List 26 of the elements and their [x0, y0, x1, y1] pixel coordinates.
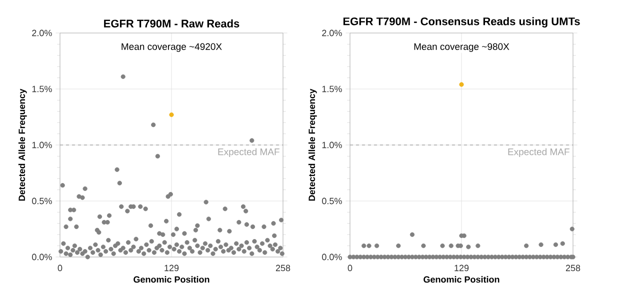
x-tick-label: 129 [454, 264, 469, 272]
annotation: Mean coverage ~4920X [122, 43, 222, 52]
ref-line-label: Expected MAF [218, 148, 280, 158]
x-axis-title: Genomic Position [134, 276, 210, 283]
x-tick-label: 258 [566, 264, 580, 272]
chart-title: EGFR T790M - Raw Reads [104, 19, 240, 28]
y-tick-label: 0.5% [32, 198, 52, 204]
y-tick-label: 0.0% [32, 254, 52, 260]
x-tick-label: 258 [276, 264, 290, 272]
y-tick-label: 2.0% [32, 30, 52, 36]
y-tick-label: 1.0% [32, 142, 52, 148]
y-tick-label: 1.5% [32, 86, 52, 92]
y-tick-label: 0.5% [322, 198, 342, 204]
x-tick-label: 0 [348, 264, 352, 272]
x-tick-label: 129 [164, 264, 179, 272]
y-tick-label: 0.0% [322, 254, 342, 260]
ref-line-label: Expected MAF [508, 148, 570, 158]
y-tick-label: 1.0% [322, 142, 342, 148]
y-axis-title: Detected Allele Frequency [18, 88, 27, 201]
x-axis-title: Genomic Position [424, 276, 500, 283]
y-tick-label: 1.5% [322, 86, 342, 92]
x-tick-label: 0 [58, 264, 62, 272]
annotation: Mean coverage ~980X [414, 43, 510, 52]
y-tick-label: 2.0% [322, 30, 342, 36]
y-axis-title: Detected Allele Frequency [308, 88, 317, 201]
chart-title: EGFR T790M - Consensus Reads using UMTs [343, 17, 580, 28]
